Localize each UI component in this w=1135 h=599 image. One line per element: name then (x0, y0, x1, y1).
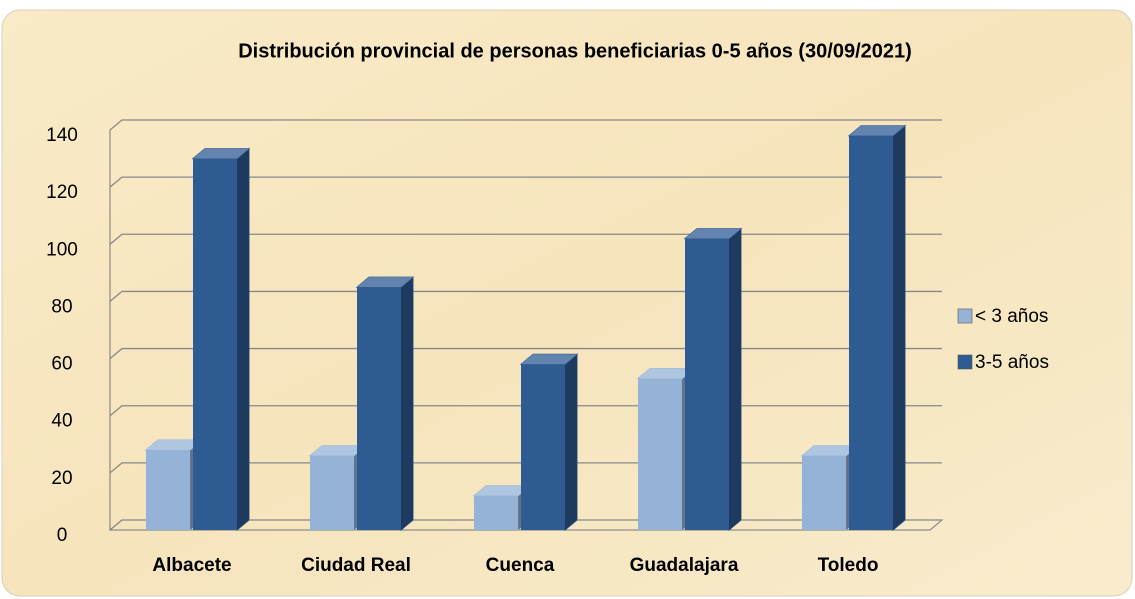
x-tick-label: Cuenca (486, 555, 555, 576)
bar (474, 495, 518, 530)
bar-top-shade (849, 125, 905, 136)
legend-label: < 3 años (975, 306, 1048, 327)
grid-line (109, 347, 942, 360)
bar-top-shade (193, 148, 249, 159)
bar (685, 238, 729, 531)
legend-swatch (957, 354, 973, 370)
grid-line (109, 233, 942, 245)
bar (310, 455, 354, 530)
bar (638, 378, 682, 530)
bar (193, 158, 237, 531)
chart-title: Distribución provincial de personas bene… (238, 40, 912, 62)
bar (521, 364, 565, 530)
y-tick-label: 80 (51, 296, 72, 317)
bar-top-shade (357, 277, 413, 288)
y-tick-label: 140 (46, 125, 78, 146)
grid-line (109, 119, 942, 131)
legend-label: 3-5 años (975, 352, 1049, 373)
bar (849, 135, 893, 530)
y-tick-label: 40 (51, 411, 72, 432)
y-tick-label: 60 (51, 354, 72, 375)
bar-top-shade (685, 228, 741, 239)
bar-top-shade (474, 485, 530, 496)
bar-side-shade (401, 277, 413, 530)
x-tick-label: Ciudad Real (301, 555, 411, 576)
bar (802, 455, 846, 530)
grid-line (109, 176, 942, 188)
y-tick-label: 120 (46, 182, 78, 203)
bar-top-shade (638, 368, 694, 379)
x-tick-label: Albacete (152, 555, 231, 576)
bar (146, 450, 190, 530)
bar-top-shade (521, 354, 577, 365)
bar-side-shade (893, 125, 905, 530)
y-tick-label: 0 (57, 525, 68, 546)
bar-side-shade (565, 354, 577, 530)
bar-top-shade (146, 440, 202, 450)
bar-top-shade (802, 445, 858, 456)
y-tick-label: 20 (51, 468, 72, 489)
legend-swatch (957, 308, 973, 324)
bar-side-shade (729, 228, 741, 531)
x-tick-label: Guadalajara (630, 555, 739, 576)
y-tick-label: 100 (46, 239, 78, 260)
x-tick-label: Toledo (818, 555, 879, 576)
grid-line (109, 290, 942, 302)
bar-side-shade (237, 148, 249, 531)
bar (357, 287, 401, 530)
bar-top-shade (310, 445, 366, 456)
